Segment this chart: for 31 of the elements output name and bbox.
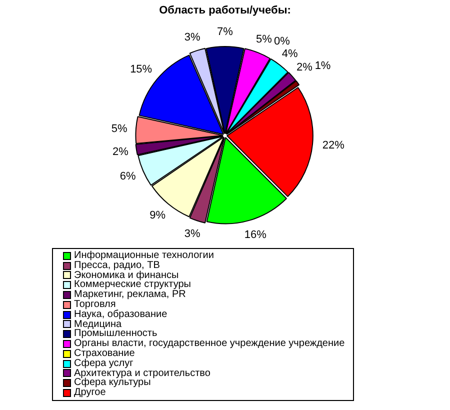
data-label: 16% xyxy=(244,228,267,241)
legend-label: Информационные технологии xyxy=(74,250,214,261)
data-label: 2% xyxy=(296,61,313,74)
data-label: 22% xyxy=(322,139,345,152)
legend-label: Страхование xyxy=(74,348,135,359)
data-label: 3% xyxy=(184,31,200,44)
data-label: 7% xyxy=(217,26,234,38)
legend-label: Торговля xyxy=(74,298,116,310)
data-label: 3% xyxy=(184,228,200,240)
text: 0% xyxy=(274,35,290,48)
legend-label: Сфера услуг xyxy=(74,358,134,369)
data-label: 2% xyxy=(112,146,129,158)
data-label: 1% xyxy=(314,60,331,72)
chart-title: Область работы/учебы: xyxy=(159,4,291,17)
legend-label: Экономика и финансы xyxy=(74,270,179,281)
data-label: 5% xyxy=(111,123,128,136)
data-label: 9% xyxy=(150,209,166,222)
legend-label: Медицина xyxy=(74,318,122,330)
legend-label: Другое xyxy=(74,387,106,398)
legend-label: Органы власти, государственное учреждение учреждение xyxy=(74,338,345,350)
legend-label: Промышленность xyxy=(74,328,158,340)
legend-label: Наука, образование xyxy=(74,308,168,320)
legend-label: Сфера культуры xyxy=(74,377,151,388)
legend-label: Пресса, радио, ТВ xyxy=(74,260,160,271)
data-label: 4% xyxy=(282,48,298,60)
legend-label: Маркетинг, реклама, PR xyxy=(74,289,186,300)
legend-label: Коммерческие структуры xyxy=(74,279,191,290)
data-label: 15% xyxy=(130,64,152,76)
data-label: 5% xyxy=(256,33,272,46)
data-label: 6% xyxy=(120,170,136,183)
legend-label: Архитектура и строительство xyxy=(74,368,210,379)
